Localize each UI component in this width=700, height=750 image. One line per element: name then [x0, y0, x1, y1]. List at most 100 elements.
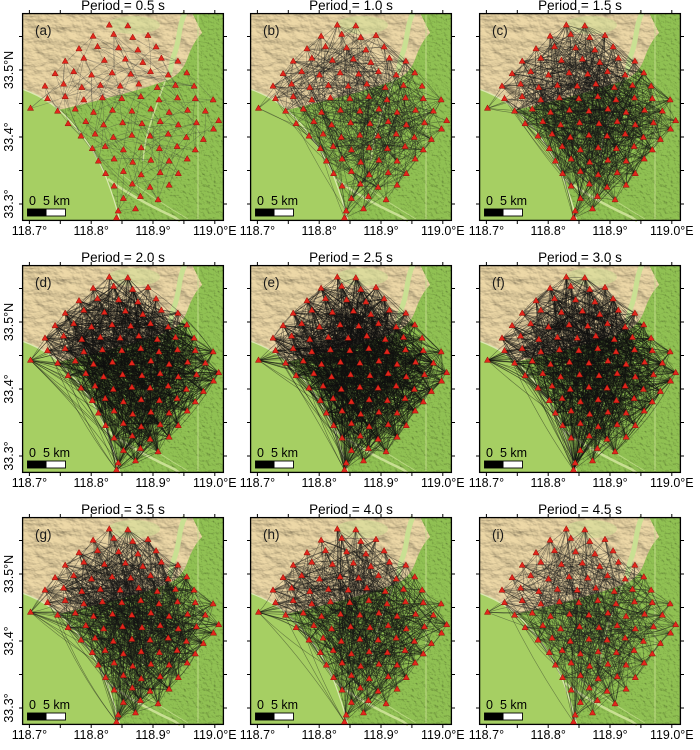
ray-path: [511, 73, 570, 111]
ray-path: [64, 60, 105, 97]
ray-path: [582, 58, 644, 74]
ray-path: [365, 49, 397, 135]
ray-path: [150, 313, 179, 413]
ray-path: [598, 149, 653, 176]
ray-path: [552, 133, 653, 151]
ray-path: [587, 35, 606, 75]
ray-path: [604, 35, 608, 72]
ray-path: [341, 110, 434, 138]
ray-path: [370, 62, 416, 111]
ray-path: [292, 96, 334, 174]
ray-path: [306, 300, 352, 451]
ray-path: [272, 85, 310, 89]
ray-path: [550, 71, 608, 113]
ray-path: [524, 87, 540, 124]
ray-path: [275, 37, 361, 99]
ray-path: [548, 46, 614, 76]
ray-path: [351, 160, 398, 199]
ray-path: [272, 74, 320, 87]
ray-path: [330, 97, 406, 147]
ray-path: [589, 37, 635, 62]
ray-path: [272, 85, 312, 101]
ray-path: [559, 25, 586, 98]
ray-path: [570, 137, 581, 172]
ray-path: [306, 48, 406, 62]
ray-path: [584, 25, 617, 100]
ray-path: [346, 47, 404, 86]
ray-path: [363, 301, 369, 449]
ray-path: [113, 137, 133, 185]
ray-path: [395, 74, 416, 160]
scale-bar-black-segment: [255, 461, 275, 468]
ray-path: [562, 143, 653, 151]
ray-path: [346, 47, 388, 101]
scale-bar-distance-label: 5 km: [500, 194, 527, 208]
ray-path: [350, 122, 442, 130]
ray-path: [342, 184, 398, 187]
ray-path: [559, 97, 644, 138]
ray-path: [385, 363, 434, 452]
ray-path: [542, 121, 556, 162]
ray-path: [561, 60, 600, 124]
ray-path: [561, 60, 663, 112]
ray-path: [80, 387, 117, 471]
ray-path: [625, 137, 644, 186]
ray-path: [322, 87, 386, 135]
ray-path: [571, 350, 580, 464]
panel-label-c: (c): [492, 23, 508, 38]
ray-path: [612, 46, 644, 138]
ray-path: [385, 87, 415, 138]
ray-path: [385, 128, 442, 200]
ray-path: [521, 58, 542, 97]
ray-path: [57, 362, 152, 413]
ray-path: [113, 34, 169, 76]
ray-path: [332, 312, 434, 364]
ray-path: [520, 83, 635, 99]
ray-path: [584, 25, 635, 99]
ray-path: [548, 25, 586, 76]
ray-path: [405, 97, 447, 121]
ray-path: [549, 85, 559, 149]
ray-path: [532, 108, 654, 124]
ray-path: [47, 324, 113, 351]
ray-path: [323, 46, 334, 147]
ray-path: [540, 34, 571, 100]
ray-path: [341, 108, 380, 160]
ray-path: [306, 48, 351, 99]
ray-path: [616, 110, 645, 173]
ray-path: [358, 74, 398, 162]
ray-path: [385, 87, 432, 140]
ray-path: [566, 24, 614, 48]
ray-path: [580, 74, 626, 172]
ray-path: [363, 96, 370, 197]
ray-path: [566, 24, 636, 126]
ray-path: [595, 83, 645, 111]
ray-path: [308, 97, 331, 137]
ray-path: [594, 49, 627, 113]
ray-path: [369, 123, 379, 188]
ray-path: [522, 96, 626, 135]
ray-path: [94, 98, 123, 135]
ray-path: [592, 158, 645, 210]
ray-path: [559, 97, 676, 121]
ray-path: [532, 108, 590, 163]
ray-path: [598, 139, 661, 176]
ray-path: [320, 36, 386, 88]
ray-path: [359, 58, 390, 136]
ray-path: [127, 277, 143, 427]
scale-bar-black-segment: [27, 209, 47, 216]
ray-path: [368, 72, 415, 97]
ray-path: [594, 49, 626, 135]
ray-path: [580, 135, 590, 199]
ray-path: [140, 324, 188, 449]
x-tick-label: 118.7°: [11, 224, 48, 238]
ray-path: [549, 36, 608, 72]
ray-path: [65, 313, 195, 339]
ray-path: [538, 87, 571, 138]
panel-title-b: Period = 1.0 s: [309, 0, 393, 13]
x-tick-label: 118.9°: [363, 476, 399, 490]
ray-path: [607, 70, 644, 74]
ray-path: [522, 61, 608, 72]
